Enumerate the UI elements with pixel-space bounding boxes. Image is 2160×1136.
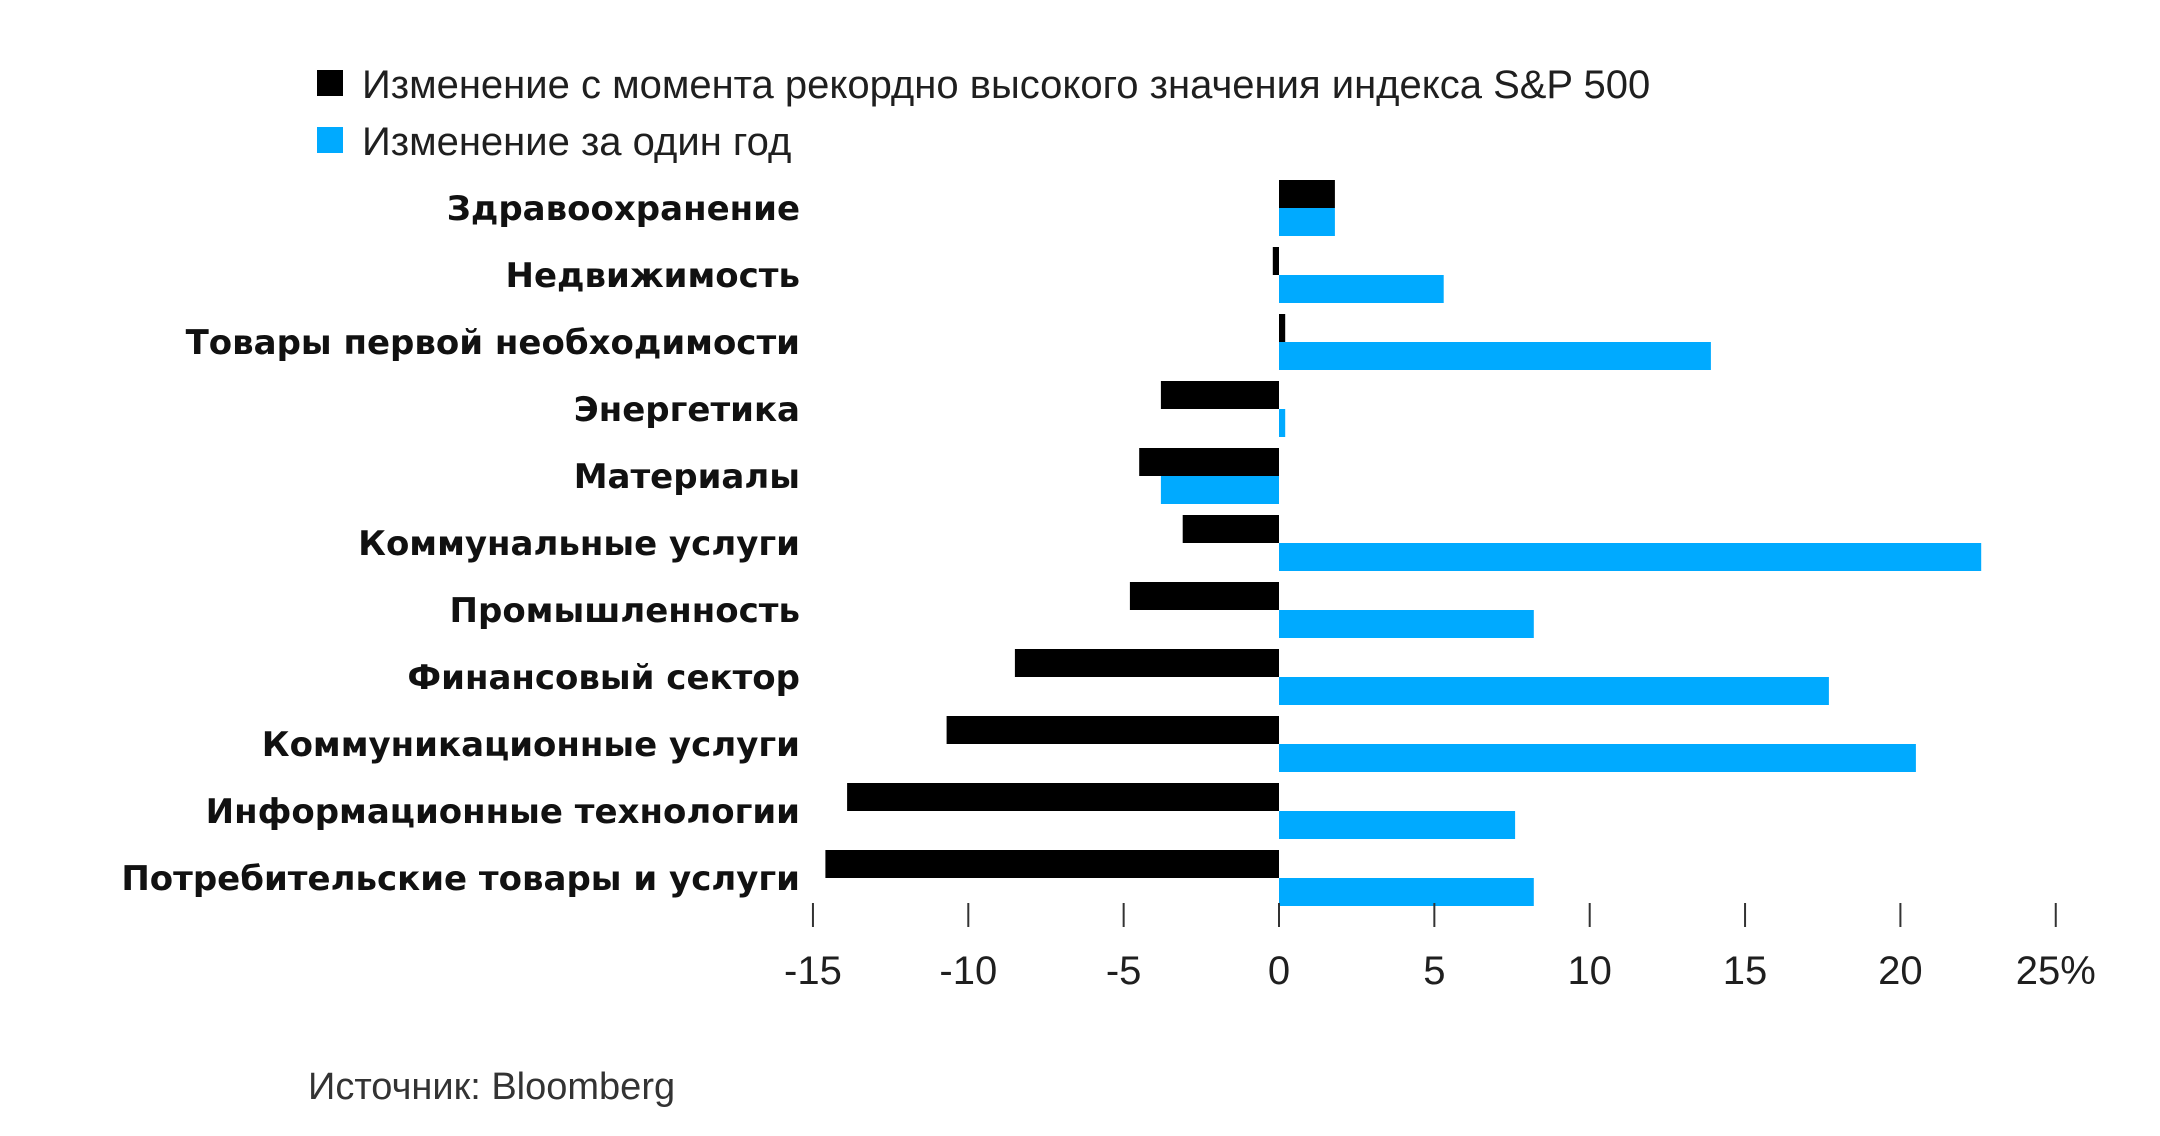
category-label: Материалы: [574, 457, 800, 497]
bar-black: [1279, 314, 1286, 342]
category-label: Финансовый сектор: [407, 658, 800, 698]
bar-black: [1160, 381, 1279, 409]
bar-blue: [1279, 342, 1711, 370]
bar-blue: [1279, 275, 1444, 303]
legend-label-black: Изменение с момента рекордно высокого зн…: [362, 63, 1650, 107]
legend-label-blue: Изменение за один год: [362, 120, 791, 164]
category-label: Здравоохранение: [447, 189, 800, 229]
x-tick-label: 10: [1567, 949, 1612, 993]
legend-item-black: Изменение с момента рекордно высокого зн…: [317, 63, 1650, 107]
bar-black: [1014, 649, 1279, 677]
category-labels: Здравоохранение Недвижимость Товары первой…: [121, 189, 800, 899]
bar-black: [847, 783, 1279, 811]
bar-black: [1182, 515, 1279, 543]
bar-blue: [1279, 208, 1335, 236]
bar-black: [825, 850, 1279, 878]
bar-blue: [1279, 677, 1829, 705]
bars: [825, 180, 1982, 906]
x-tick-label: -15: [784, 949, 842, 993]
x-tick-label: 25%: [2016, 949, 2096, 993]
x-tick-label: -10: [939, 949, 997, 993]
category-label: Коммунальные услуги: [358, 524, 800, 564]
bar-black: [1272, 247, 1279, 275]
x-tick-label: 15: [1723, 949, 1768, 993]
bar-blue: [1279, 744, 1916, 772]
bar-blue: [1160, 476, 1279, 504]
category-label: Недвижимость: [506, 256, 800, 296]
bar-black: [1129, 582, 1279, 610]
bar-black: [1279, 180, 1335, 208]
x-tick-label: 5: [1423, 949, 1445, 993]
bar-black: [1139, 448, 1279, 476]
bar-blue: [1279, 409, 1286, 437]
category-label: Товары первой необходимости: [186, 323, 800, 363]
bar-blue: [1279, 610, 1534, 638]
category-label: Информационные технологии: [206, 792, 800, 832]
category-label: Энергетика: [574, 390, 800, 430]
x-tick-label: -5: [1106, 949, 1142, 993]
category-label: Коммуникационные услуги: [262, 725, 800, 765]
legend-swatch-blue: [317, 127, 343, 153]
legend-item-blue: Изменение за один год: [317, 120, 791, 164]
x-tick-label: 0: [1268, 949, 1290, 993]
legend-swatch-black: [317, 70, 343, 96]
bar-black: [946, 716, 1279, 744]
bar-blue: [1279, 878, 1534, 906]
category-label: Промышленность: [450, 591, 800, 631]
category-label: Потребительские товары и услуги: [121, 859, 800, 899]
legend: Изменение с момента рекордно высокого зн…: [317, 63, 1650, 164]
bar-blue: [1279, 811, 1516, 839]
source-note: Источник: Bloomberg: [308, 1066, 675, 1108]
x-axis: -15 -10 -5 0 5 10 15 20 25%: [784, 903, 2096, 993]
x-tick-label: 20: [1878, 949, 1923, 993]
bar-blue: [1279, 543, 1982, 571]
